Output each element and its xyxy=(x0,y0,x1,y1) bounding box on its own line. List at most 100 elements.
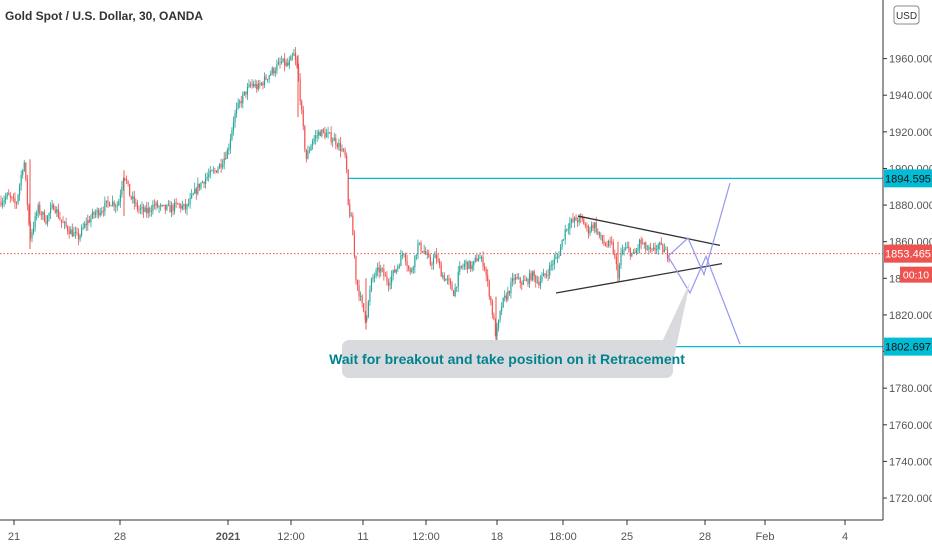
candle-body xyxy=(570,219,572,224)
candle-body xyxy=(271,68,273,74)
candle-body xyxy=(604,243,607,246)
time-axis[interactable]: 21 28 2021 12:00 11 12:00 18 18:00 25 28 Feb 4 xyxy=(0,519,883,543)
candle-body xyxy=(443,275,445,281)
candle-body xyxy=(273,68,275,74)
candle-body xyxy=(553,258,555,265)
level-badge-lower-label: 1802.697 xyxy=(885,342,931,354)
candle-body xyxy=(232,122,235,131)
candle-body xyxy=(175,202,177,204)
candle-body xyxy=(90,217,92,223)
candle-body xyxy=(569,223,571,229)
triangle-upper-trendline[interactable] xyxy=(577,215,721,246)
triangle-lower-trendline[interactable] xyxy=(555,263,723,294)
candle-body xyxy=(442,275,444,277)
candle-body xyxy=(110,205,112,207)
candle-body xyxy=(260,83,262,85)
price-axis[interactable]: 1720.0001740.0001760.0001780.0001800.000… xyxy=(882,0,932,520)
candle-body xyxy=(333,137,335,141)
candle-body xyxy=(449,280,452,284)
candle-body xyxy=(434,254,436,259)
projection-path-bullish[interactable] xyxy=(667,182,731,277)
price-tick-label: 1960.000 xyxy=(889,54,932,66)
candle-body xyxy=(76,232,78,233)
candle-body xyxy=(192,193,194,195)
candle-body xyxy=(0,201,2,206)
candle-body xyxy=(234,112,236,123)
candle-body xyxy=(184,204,187,210)
candle-body xyxy=(280,61,283,63)
candle-body xyxy=(143,207,145,212)
current-price-badge-label: 1853.465 xyxy=(885,249,931,261)
candle-body xyxy=(307,150,309,159)
candle-body xyxy=(440,265,442,277)
candle-body xyxy=(310,145,312,151)
candle-body xyxy=(454,287,456,297)
candle-body xyxy=(406,261,408,267)
candle-body xyxy=(595,222,597,233)
candle-body xyxy=(366,316,368,320)
candle-body xyxy=(322,129,324,132)
projection-path-bearish[interactable] xyxy=(667,254,741,345)
candle-body xyxy=(349,204,351,216)
candle-body xyxy=(432,258,435,265)
candle-body xyxy=(369,290,371,302)
candle-body xyxy=(377,267,379,271)
candle-body xyxy=(594,222,596,228)
candle-body xyxy=(149,208,151,212)
price-tick-label: 1760.000 xyxy=(889,420,932,432)
candle-body xyxy=(542,273,545,277)
candle-body xyxy=(56,209,58,213)
candle-body xyxy=(476,257,478,262)
candle-body xyxy=(282,58,284,62)
time-tick-label: 25 xyxy=(621,531,633,543)
current-price-badge-box xyxy=(884,244,932,263)
candle-body xyxy=(378,267,380,273)
candle-body xyxy=(302,109,304,127)
candle-body xyxy=(420,242,422,252)
currency-button[interactable]: USD xyxy=(893,5,920,25)
candle-body xyxy=(96,209,98,213)
candle-body xyxy=(355,255,357,281)
level-badge-lower: 1802.697 xyxy=(884,337,932,356)
time-tick-label: 18:00 xyxy=(549,531,577,543)
candle-body xyxy=(370,278,373,291)
candle-body xyxy=(32,227,35,233)
drawings-group[interactable] xyxy=(555,182,741,345)
candle-body xyxy=(640,239,642,244)
candle-body xyxy=(465,261,467,265)
candle-body xyxy=(603,240,605,244)
candle-body xyxy=(22,170,24,176)
candle-body xyxy=(274,71,276,74)
candle-body xyxy=(181,205,183,209)
candle-body xyxy=(625,248,627,250)
candle-body xyxy=(245,91,247,95)
candle-body xyxy=(98,209,100,216)
time-tick-label: 11 xyxy=(357,531,368,543)
candle-body xyxy=(524,280,526,281)
candle-body xyxy=(431,264,433,266)
candle-body xyxy=(482,256,484,267)
candle-body xyxy=(408,266,410,269)
candle-body xyxy=(573,217,576,222)
candle-body xyxy=(257,83,259,90)
level-badge-upper-box xyxy=(884,169,932,188)
candle-body xyxy=(496,327,498,337)
candle-body xyxy=(536,281,538,283)
candle-body xyxy=(53,204,55,211)
candle-body xyxy=(150,211,152,212)
candle-body xyxy=(567,228,569,230)
candle-body xyxy=(561,239,563,247)
candle-body xyxy=(315,135,317,139)
candle-body xyxy=(513,278,515,280)
candle-body xyxy=(621,249,624,254)
price-tick-label: 1820.000 xyxy=(889,310,932,322)
candle-body xyxy=(484,266,486,270)
candle-body xyxy=(330,132,332,142)
candle-body xyxy=(350,215,352,217)
candle-body xyxy=(363,303,365,312)
candle-body xyxy=(259,83,261,85)
annotation-callout[interactable]: Wait for breakout and take position on i… xyxy=(329,281,690,378)
candle-body xyxy=(88,220,90,223)
candle-body xyxy=(401,254,404,256)
